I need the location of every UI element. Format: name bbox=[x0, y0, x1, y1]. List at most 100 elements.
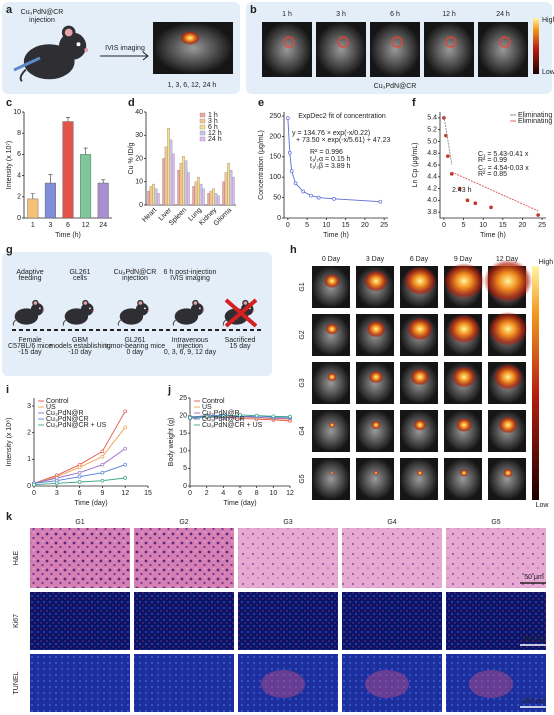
x-tick-label: 24 bbox=[99, 222, 107, 229]
bar bbox=[214, 193, 218, 206]
step-label: Adaptive bbox=[16, 269, 43, 276]
marker bbox=[204, 414, 209, 419]
y-tick-label: 4.4 bbox=[427, 174, 437, 181]
panel-label: j bbox=[167, 384, 171, 396]
micrograph bbox=[30, 528, 130, 588]
micrograph bbox=[134, 592, 234, 650]
marker bbox=[293, 181, 298, 186]
ivis-image bbox=[478, 22, 528, 77]
caption: Cu₃PdN@CR bbox=[374, 83, 417, 90]
line bbox=[443, 116, 453, 165]
y-tick-label: 5.0 bbox=[427, 138, 437, 145]
column-header: 0 Day bbox=[322, 256, 341, 263]
annotation: C₁ = 5.43-0.41 x bbox=[478, 151, 529, 158]
x-tick-label: 25 bbox=[538, 222, 546, 229]
x-tick-label: 20 bbox=[519, 222, 527, 229]
bar bbox=[197, 176, 200, 206]
y-tick-label: 0 bbox=[27, 483, 31, 490]
micrograph bbox=[30, 654, 130, 712]
y-tick-label: 0 bbox=[277, 215, 281, 222]
annotation: Cu₃PdN@CR bbox=[21, 9, 64, 16]
bar bbox=[184, 160, 188, 206]
panel-label: h bbox=[290, 244, 297, 256]
scale-bar-label: 200 μm bbox=[522, 698, 546, 705]
bar bbox=[62, 121, 74, 219]
bar bbox=[44, 182, 56, 219]
bar bbox=[224, 172, 228, 206]
y-tick-label: 30 bbox=[135, 132, 143, 139]
signal bbox=[416, 470, 424, 476]
x-tick-label: 8 bbox=[255, 490, 259, 497]
panel-label: d bbox=[128, 97, 135, 109]
bar bbox=[152, 183, 155, 206]
signal bbox=[413, 419, 427, 431]
bar bbox=[199, 183, 203, 206]
marker bbox=[77, 480, 82, 484]
micrograph bbox=[30, 592, 130, 650]
marker bbox=[378, 199, 383, 204]
ivis-image bbox=[262, 22, 312, 77]
annotation: t₁/₂α = 0.15 h bbox=[310, 156, 351, 163]
signal bbox=[499, 36, 511, 48]
bar bbox=[229, 169, 233, 206]
column-header: 3 Day bbox=[366, 256, 385, 263]
signal bbox=[180, 31, 200, 45]
legend-label: Control bbox=[202, 398, 225, 405]
legend-swatch bbox=[199, 130, 206, 136]
ivis-image bbox=[424, 22, 474, 77]
x-tick-label: 0 bbox=[188, 490, 192, 497]
legend-swatch bbox=[199, 136, 206, 142]
time-label: 24 h bbox=[496, 11, 510, 18]
ivis-image bbox=[312, 362, 350, 404]
bar bbox=[231, 176, 235, 206]
panel-label: g bbox=[6, 244, 13, 256]
bar bbox=[97, 182, 109, 219]
micrograph bbox=[342, 592, 442, 650]
micrograph bbox=[238, 592, 338, 650]
bar bbox=[154, 188, 158, 206]
bar bbox=[222, 181, 226, 206]
y-tick-label: 2 bbox=[17, 194, 21, 201]
marker bbox=[309, 193, 313, 198]
y-tick-label: 50 bbox=[273, 194, 281, 201]
micrograph bbox=[446, 654, 546, 712]
marker bbox=[288, 414, 292, 419]
ivis-image bbox=[312, 410, 350, 452]
ivis-image bbox=[312, 314, 350, 356]
apoptosis-signal bbox=[469, 670, 513, 698]
scale-bar-label: 100 μm bbox=[522, 636, 546, 643]
panel-label: c bbox=[6, 97, 12, 109]
signal bbox=[445, 36, 457, 48]
bar bbox=[192, 186, 196, 206]
bar bbox=[80, 154, 92, 219]
y-tick-label: 0 bbox=[183, 483, 187, 490]
signal bbox=[368, 370, 384, 384]
signal bbox=[283, 36, 295, 48]
legend-label: Cu₃PdN@CR + US bbox=[202, 422, 263, 429]
step-label: C57BL/6 mice bbox=[8, 343, 52, 350]
y-tick-label: 3 bbox=[27, 403, 31, 410]
step-label: feeding bbox=[19, 275, 42, 282]
y-tick-label: 20 bbox=[135, 155, 143, 162]
x-tick-label: 12 bbox=[286, 490, 294, 497]
column-header: G3 bbox=[283, 519, 292, 526]
legend-label: US bbox=[46, 404, 56, 411]
marker bbox=[32, 482, 36, 487]
x-tick-label: 9 bbox=[100, 490, 104, 497]
step-label: models establishing bbox=[49, 343, 111, 350]
signal bbox=[483, 259, 533, 303]
marker bbox=[123, 425, 128, 430]
apoptosis-signal bbox=[365, 670, 409, 698]
column-header: G4 bbox=[387, 519, 396, 526]
column-header: 9 Day bbox=[454, 256, 473, 263]
x-tick-label: 20 bbox=[361, 222, 369, 229]
x-tick-label: 3 bbox=[48, 222, 52, 229]
x-axis-label: Time (day) bbox=[223, 500, 256, 507]
step-label: injection bbox=[122, 275, 148, 282]
panel-label: f bbox=[412, 97, 416, 109]
cross bbox=[224, 298, 258, 328]
legend-swatch bbox=[199, 118, 206, 124]
y-tick-label: 3.8 bbox=[427, 209, 437, 216]
annotation: + 73.50 × exp(-x/5.61) + 47.23 bbox=[296, 137, 390, 144]
step-label: GL261 bbox=[124, 337, 145, 344]
